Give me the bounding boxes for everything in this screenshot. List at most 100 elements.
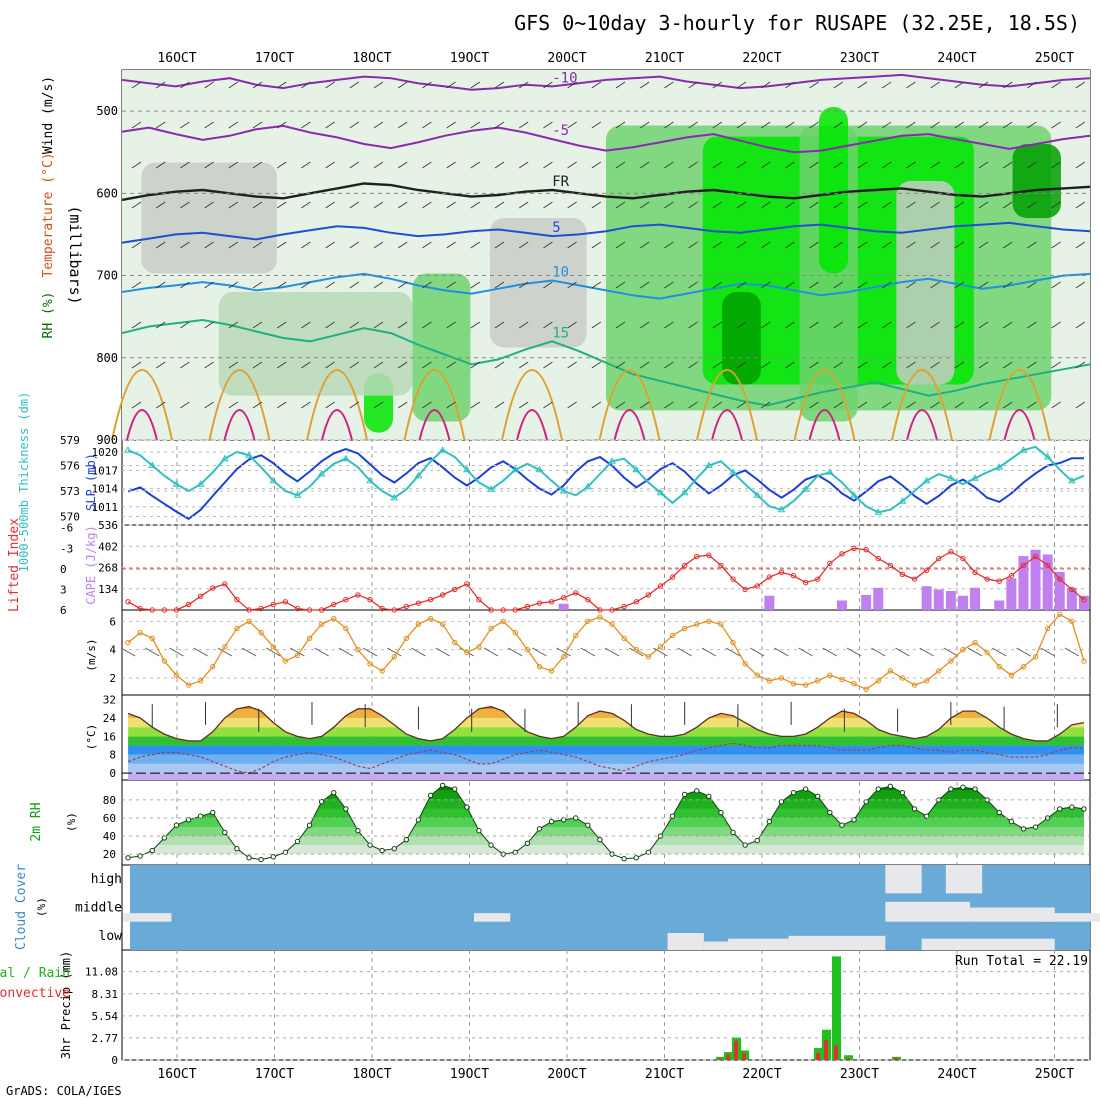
rh-point bbox=[452, 786, 458, 792]
upper-wind-barb bbox=[204, 321, 214, 329]
wind-point bbox=[415, 621, 422, 627]
upper-wind-barb bbox=[325, 161, 335, 169]
upper-wind-barb bbox=[373, 321, 384, 329]
cloud-block bbox=[667, 933, 704, 950]
upper-wind-barb bbox=[422, 281, 432, 289]
upper-wind-barb bbox=[785, 81, 795, 89]
lifted-tick: -6 bbox=[60, 522, 73, 535]
upper-wind-barb bbox=[688, 321, 698, 329]
upper-wind-barb bbox=[1002, 401, 1013, 409]
thickness-point bbox=[559, 487, 568, 494]
rh-point bbox=[790, 789, 797, 796]
upper-wind-barb bbox=[422, 201, 432, 209]
lifted-point bbox=[1032, 553, 1039, 560]
upper-wind-barb bbox=[688, 241, 698, 249]
upper-wind-barb bbox=[736, 361, 747, 369]
lifted-point bbox=[161, 607, 168, 613]
lifted-point bbox=[839, 551, 845, 557]
upper-wind-barb bbox=[760, 201, 771, 209]
thickness-point bbox=[487, 485, 495, 492]
upper-wind-barb bbox=[518, 401, 529, 409]
lifted-point bbox=[1020, 562, 1027, 569]
upper-wind-barb bbox=[785, 401, 795, 409]
upper-wind-barb bbox=[446, 361, 456, 369]
upper-wind-barb bbox=[954, 201, 965, 209]
upper-wind-barb bbox=[906, 161, 916, 169]
upper-wind-barb bbox=[470, 81, 481, 89]
top-date-label: 22OCT bbox=[742, 51, 781, 66]
upper-wind-barb bbox=[446, 281, 456, 289]
lifted-point bbox=[1081, 597, 1087, 603]
top-date-label: 24OCT bbox=[937, 51, 976, 66]
lifted-point bbox=[536, 600, 543, 606]
upper-wind-barb bbox=[954, 321, 965, 329]
hot-contour bbox=[711, 409, 743, 441]
rh-tick: 80 bbox=[103, 794, 116, 807]
temp-tick: 16 bbox=[103, 730, 116, 743]
upper-wind-barb bbox=[760, 401, 771, 409]
upper-wind-barb bbox=[470, 361, 481, 369]
wind-point bbox=[1008, 672, 1015, 678]
upper-wind-barb bbox=[954, 81, 965, 89]
bottom-date-label: 21OCT bbox=[645, 1067, 684, 1082]
lifted-point bbox=[282, 599, 289, 605]
lifted-point bbox=[270, 601, 276, 608]
upper-wind-barb bbox=[373, 401, 384, 409]
upper-wind-barb bbox=[252, 281, 263, 289]
upper-wind-barb bbox=[543, 201, 553, 209]
top-date-label: 18OCT bbox=[352, 51, 391, 66]
wind-point bbox=[1020, 663, 1027, 670]
lifted-point bbox=[681, 562, 688, 569]
cape-axis-label: CAPE (J/kg) bbox=[84, 525, 98, 604]
upper-wind-barb bbox=[301, 281, 311, 289]
upper-wind-barb bbox=[688, 161, 698, 169]
upper-wind-barb bbox=[1027, 361, 1037, 369]
wind-point bbox=[234, 625, 240, 632]
upper-wind-barb bbox=[349, 321, 360, 329]
upper-wind-barb bbox=[906, 241, 916, 249]
rh-point bbox=[439, 782, 446, 789]
rh-point bbox=[343, 806, 349, 812]
lifted-point bbox=[173, 607, 180, 613]
rh-point bbox=[633, 855, 639, 861]
upper-wind-barb bbox=[688, 361, 698, 369]
upper-wind-barb bbox=[276, 401, 287, 409]
rh-band bbox=[128, 827, 1085, 837]
lifted-point bbox=[936, 555, 942, 562]
upper-wind-barb bbox=[760, 161, 771, 169]
temp-band bbox=[128, 736, 1085, 746]
upper-wind-barb bbox=[252, 321, 263, 329]
upper-wind-barb bbox=[397, 361, 408, 369]
hot-contour bbox=[126, 409, 158, 441]
upper-wind-barb bbox=[180, 121, 190, 129]
upper-wind-barb bbox=[1027, 201, 1037, 209]
convective-bar bbox=[742, 1052, 746, 1060]
rh-point bbox=[464, 804, 470, 810]
surface-wind-barb bbox=[338, 647, 354, 657]
upper-wind-barb bbox=[228, 401, 239, 409]
lifted-point bbox=[355, 592, 361, 598]
lifted-point bbox=[948, 549, 954, 555]
top-date-label: 16OCT bbox=[157, 51, 196, 66]
upper-wind-barb bbox=[1027, 121, 1037, 129]
upper-wind-barb bbox=[180, 401, 190, 409]
upper-wind-barb bbox=[155, 361, 166, 369]
upper-wind-barb bbox=[833, 401, 844, 409]
top-date-label: 19OCT bbox=[450, 51, 489, 66]
lifted-point bbox=[488, 607, 494, 613]
wind-point bbox=[923, 678, 930, 684]
wind-point bbox=[403, 635, 410, 642]
lifted-point bbox=[827, 560, 833, 567]
hot-contour bbox=[808, 409, 841, 441]
wind-point bbox=[318, 621, 325, 627]
lifted-point bbox=[403, 603, 410, 610]
lifted-point bbox=[452, 586, 458, 593]
wind-point bbox=[125, 639, 131, 646]
upper-wind-barb bbox=[180, 281, 190, 289]
upper-wind-barb bbox=[591, 281, 602, 289]
upper-wind-barb bbox=[664, 81, 674, 89]
upper-wind-barb bbox=[833, 321, 844, 329]
upper-wind-barb bbox=[930, 401, 940, 409]
upper-wind-barb bbox=[276, 321, 287, 329]
upper-wind-barb bbox=[712, 241, 723, 249]
